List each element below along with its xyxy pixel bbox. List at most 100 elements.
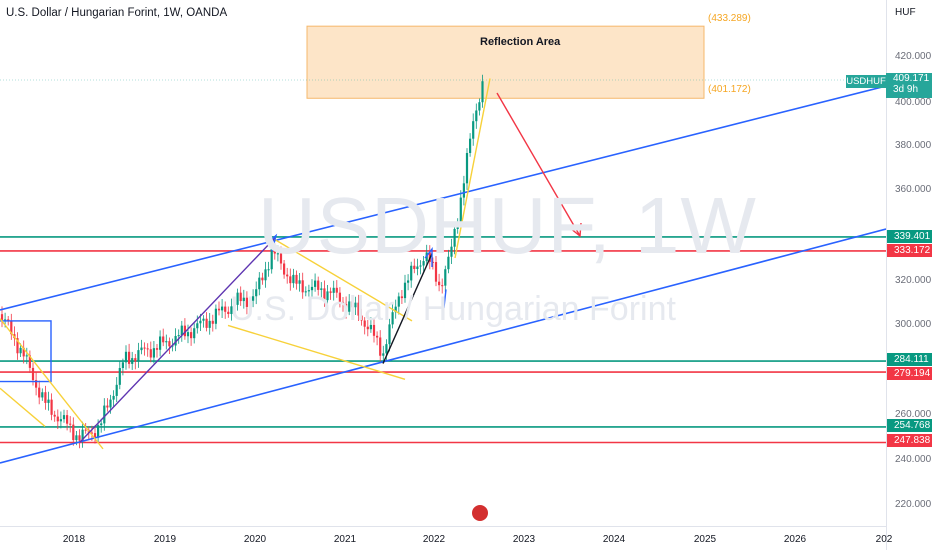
chart-title: U.S. Dollar / Hungarian Forint, 1W, OAND…	[6, 7, 228, 19]
candle-body	[462, 183, 465, 198]
candle-body	[165, 341, 168, 343]
candle-body	[211, 320, 214, 324]
candle-body	[134, 358, 137, 362]
candle-body	[376, 335, 379, 338]
candle-body	[450, 246, 453, 257]
candle-body	[239, 292, 242, 302]
watermark-name: U.S. Dollar / Hungarian Forint	[230, 290, 676, 328]
candle-body	[410, 265, 413, 281]
candle-body	[124, 351, 128, 363]
candle-body	[236, 292, 239, 305]
time-tick: 2021	[333, 534, 357, 545]
candle-body	[431, 261, 434, 263]
blue-range-box	[0, 320, 52, 383]
candle-body	[59, 419, 62, 422]
candle-body	[143, 347, 146, 349]
wedge-line	[271, 237, 413, 322]
arrow-head	[267, 233, 278, 252]
candle-body	[478, 102, 481, 111]
candle-body	[146, 348, 149, 350]
price-chart[interactable]	[0, 0, 886, 526]
candle-body	[140, 347, 143, 351]
candle-body	[72, 424, 75, 441]
candle-body	[217, 308, 221, 311]
candle-body	[434, 262, 438, 282]
candle-body	[298, 280, 301, 284]
candle-body	[66, 415, 69, 424]
candle-body	[301, 280, 304, 293]
chart-pane[interactable]: USDHUF, 1W U.S. Dollar / Hungarian Forin…	[0, 0, 886, 526]
time-tick: 2018	[62, 534, 86, 545]
candle-body	[413, 265, 416, 270]
candle-body	[230, 306, 233, 315]
candle-body	[159, 336, 162, 350]
price-tick: 220.000	[895, 499, 932, 510]
candle-body	[264, 269, 267, 281]
candle-body	[286, 274, 289, 277]
candle-body	[47, 399, 50, 403]
candle-body	[208, 320, 211, 328]
candle-body	[121, 362, 124, 369]
price-tick: 380.000	[895, 140, 932, 151]
candle-body	[162, 336, 165, 343]
projection-arrow-head	[569, 222, 582, 238]
candle-body	[261, 277, 264, 281]
candle-body	[279, 253, 283, 264]
reflection-area-zone	[306, 25, 705, 99]
candle-body	[131, 358, 134, 364]
level-badge: 339.401	[887, 230, 932, 243]
level-badge: 284.111	[887, 353, 932, 366]
candle-body	[363, 320, 366, 327]
candle-body	[152, 348, 155, 358]
candle-body	[227, 311, 230, 315]
candle-body	[193, 328, 196, 339]
candle-body	[267, 269, 270, 271]
time-tick: 202	[875, 534, 893, 545]
candle-body	[22, 347, 25, 357]
impulse-line-black	[382, 253, 433, 364]
time-tick: 2020	[243, 534, 267, 545]
price-tick: 400.000	[895, 97, 932, 108]
candle-body	[441, 285, 444, 287]
level-badge: 333.172	[887, 244, 932, 257]
candle-body	[128, 351, 131, 364]
candle-body	[81, 429, 84, 441]
candle-body	[348, 301, 351, 312]
candle-body	[186, 332, 190, 337]
arrow-head	[424, 247, 433, 268]
candle-body	[416, 266, 419, 270]
time-tick: 2026	[783, 534, 807, 545]
candle-body	[62, 415, 66, 420]
candle-body	[475, 110, 478, 122]
candle-body	[447, 256, 450, 270]
candle-body	[400, 296, 403, 299]
candle-body	[25, 355, 28, 357]
time-tick: 2024	[602, 534, 626, 545]
time-axis[interactable]: 2018 2019 2020 2021 2022 2023 2024 2025 …	[0, 526, 892, 551]
candle-body	[335, 287, 338, 293]
us-flag-event-icon[interactable]	[472, 505, 488, 521]
candle-body	[459, 197, 462, 223]
price-tick: 300.000	[895, 319, 932, 330]
candle-body	[199, 320, 202, 324]
candle-body	[453, 228, 456, 247]
candle-body	[369, 324, 372, 330]
candle-body	[283, 263, 286, 275]
candle-body	[118, 368, 121, 385]
candle-body	[438, 281, 441, 286]
candle-body	[183, 325, 186, 337]
candle-body	[354, 302, 357, 308]
candle-body	[317, 280, 320, 290]
candle-body	[4, 319, 7, 321]
candle-body	[69, 423, 72, 425]
candle-body	[276, 253, 279, 255]
candle-body	[366, 326, 369, 330]
candle-body	[44, 392, 47, 403]
candle-body	[112, 395, 115, 400]
candle-body	[252, 296, 255, 301]
candle-body	[307, 290, 310, 292]
candle-body	[38, 387, 41, 398]
impulse-line-purple	[79, 237, 276, 443]
last-price-value: 409.171	[893, 73, 930, 84]
candle-body	[242, 297, 245, 302]
